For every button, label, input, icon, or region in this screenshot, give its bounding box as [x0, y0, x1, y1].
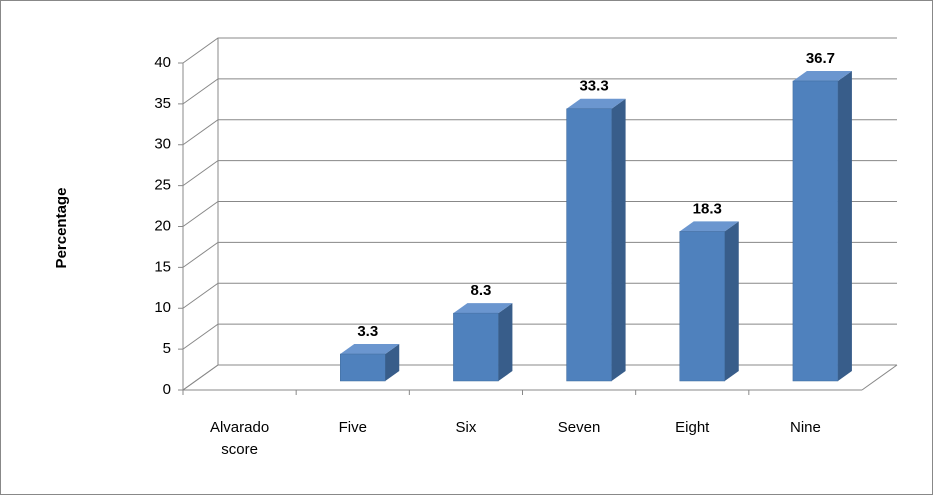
y-tick-label: 10 [154, 299, 171, 316]
grid-line [182, 323, 897, 350]
y-axis-label: Percentage [53, 188, 70, 269]
x-tick-label-line: Alvarado [210, 419, 269, 436]
x-tick-label-line: Seven [558, 419, 601, 436]
y-tick-label: 40 [154, 54, 171, 71]
y-tick-label: 35 [154, 95, 171, 112]
value-label: 33.3 [579, 78, 608, 95]
grid-line [182, 201, 897, 227]
x-tick-label-line: score [221, 441, 258, 458]
bar-front [792, 80, 839, 382]
bar-top [340, 344, 400, 355]
grid-line [182, 241, 897, 268]
y-tick-label: 20 [154, 217, 171, 234]
floor-edge [861, 364, 898, 391]
bar-front [566, 108, 612, 382]
bar-top [679, 221, 739, 232]
x-tick-label: Nine [790, 419, 821, 436]
y-tick-label: 15 [154, 258, 171, 275]
value-label: 18.3 [693, 200, 722, 217]
bar-front [340, 353, 386, 382]
bar [340, 344, 400, 382]
bar [566, 98, 626, 382]
x-tick-label-line: Five [339, 419, 367, 436]
bar-side [498, 303, 513, 381]
y-tick-label: 30 [154, 136, 171, 153]
bar-top [453, 303, 513, 314]
grid-line [182, 37, 897, 64]
grid-line [182, 119, 897, 146]
grid-line [182, 160, 897, 187]
y-tick-label: 0 [163, 381, 171, 398]
x-tick-label: Five [339, 419, 367, 436]
value-label: 36.7 [806, 50, 835, 67]
x-tick-label: Eight [675, 419, 710, 436]
bar-side [837, 70, 852, 381]
bar-top [792, 70, 852, 81]
bar [792, 70, 852, 382]
bar-side [724, 221, 739, 381]
grid-line [182, 282, 897, 309]
grid-line [182, 78, 897, 105]
value-label: 3.3 [357, 323, 378, 340]
x-tick-label: Six [455, 419, 476, 436]
bar-front [453, 312, 499, 382]
grid-line [182, 364, 897, 391]
bar-side [385, 344, 400, 381]
x-tick-label-line: Nine [790, 419, 821, 436]
x-tick-label-line: Six [455, 419, 476, 436]
bar [679, 221, 739, 382]
y-tick-label: 5 [163, 340, 171, 357]
bar-front [679, 231, 725, 382]
bar-top [566, 98, 626, 109]
x-tick-label: Alvarado score [210, 419, 269, 458]
y-tick-label: 25 [154, 177, 171, 194]
bar [453, 303, 513, 382]
x-tick-label-line: Eight [675, 419, 710, 436]
value-label: 8.3 [470, 282, 491, 299]
bar-side [611, 98, 626, 382]
x-tick-label: Seven [558, 419, 601, 436]
